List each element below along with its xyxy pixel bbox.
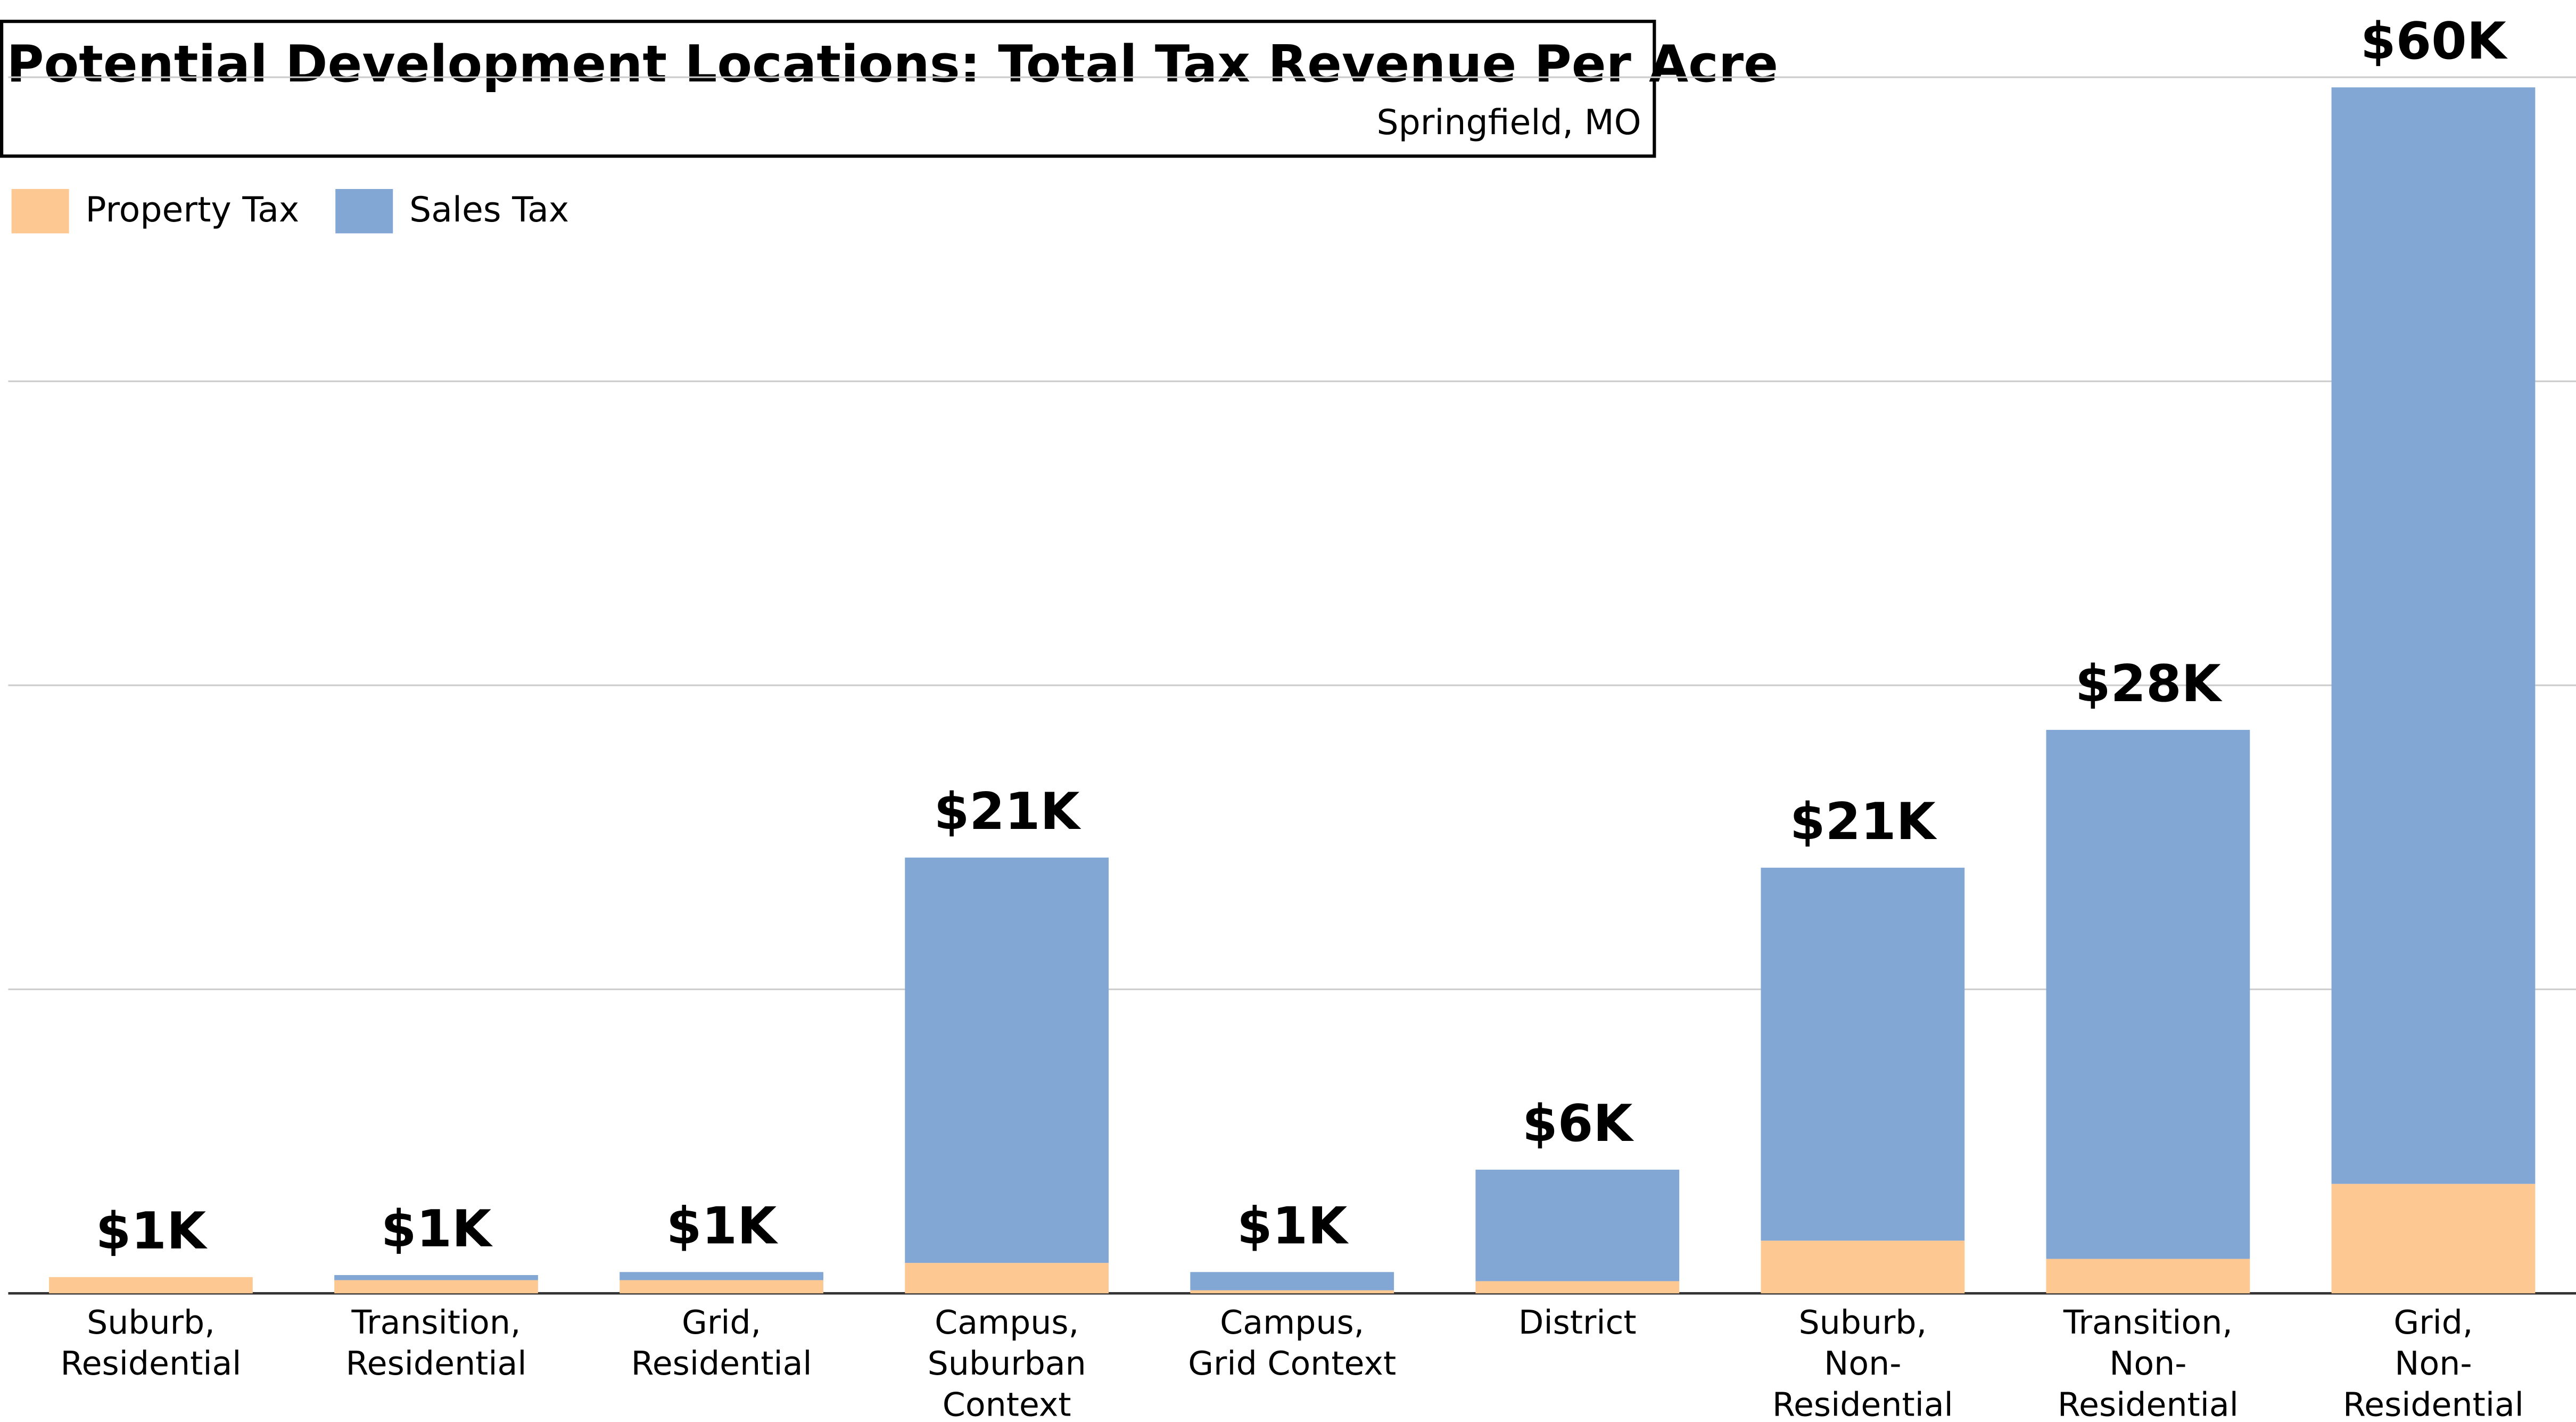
bar-segment: [2331, 87, 2536, 1184]
bar-segment: [2046, 1259, 2250, 1294]
x-tick-label: Campus,: [1220, 1303, 1364, 1342]
bar-segment: [1475, 1281, 1680, 1294]
x-tick-label: District: [1518, 1303, 1637, 1342]
bar-segment: [1190, 1272, 1394, 1291]
x-tick-label: Non-: [1824, 1344, 1901, 1383]
x-tick-label: Transition,: [351, 1303, 521, 1342]
value-label: $1K: [666, 1196, 779, 1255]
value-label: $1K: [1237, 1196, 1349, 1255]
value-label: $28K: [2075, 654, 2223, 713]
legend-swatch: [11, 188, 69, 234]
bar-segment: [49, 1277, 253, 1294]
bar-segment: [1761, 1240, 1965, 1294]
x-tick-label: Grid,: [2393, 1303, 2473, 1342]
title-box: [0, 20, 1656, 158]
x-tick-label: Transition,: [2063, 1303, 2233, 1342]
x-tick-label: Residential: [2058, 1385, 2239, 1422]
bar-segment: [620, 1280, 823, 1294]
legend-label: Sales Tax: [409, 190, 569, 230]
value-label: $1K: [381, 1199, 493, 1259]
x-tick-label: Suburb,: [1798, 1303, 1927, 1342]
chart-subtitle: Springfield, MO: [1377, 103, 1641, 143]
x-tick-label: Grid Context: [1188, 1344, 1396, 1383]
x-tick-label: Campus,: [935, 1303, 1079, 1342]
chart-title: Potential Development Locations: Total T…: [6, 34, 1778, 94]
bar-segment: [1475, 1170, 1680, 1281]
value-label: $1K: [96, 1201, 208, 1261]
value-label: $21K: [934, 782, 1082, 841]
bar-segment: [2331, 1183, 2536, 1294]
x-tick-label: Suburban: [928, 1344, 1086, 1383]
x-tick-label: Context: [943, 1385, 1071, 1422]
bar-segment: [2046, 729, 2250, 1259]
bar-segment: [620, 1272, 823, 1280]
bar-segment: [905, 857, 1109, 1263]
x-tick-label: Residential: [631, 1344, 812, 1383]
bar-segment: [1761, 867, 1965, 1241]
bar-segment: [905, 1263, 1109, 1294]
x-tick-label: Non-: [2109, 1344, 2186, 1383]
x-tick-label: Grid,: [682, 1303, 761, 1342]
x-tick-label: Residential: [60, 1344, 241, 1383]
value-label: $6K: [1522, 1094, 1634, 1153]
bar-segment: [1190, 1290, 1394, 1294]
x-tick-label: Non-: [2395, 1344, 2472, 1383]
x-tick-label: Residential: [2343, 1385, 2524, 1422]
x-tick-label: Residential: [1772, 1385, 1953, 1422]
bar-segment: [334, 1275, 538, 1280]
legend-label: Property Tax: [86, 190, 300, 230]
value-label: $21K: [1790, 792, 1938, 851]
bar-segment: [334, 1280, 538, 1294]
x-tick-label: Suburb,: [87, 1303, 215, 1342]
x-tick-label: Residential: [346, 1344, 527, 1383]
value-label: $60K: [2360, 11, 2508, 71]
legend-swatch: [335, 188, 393, 234]
